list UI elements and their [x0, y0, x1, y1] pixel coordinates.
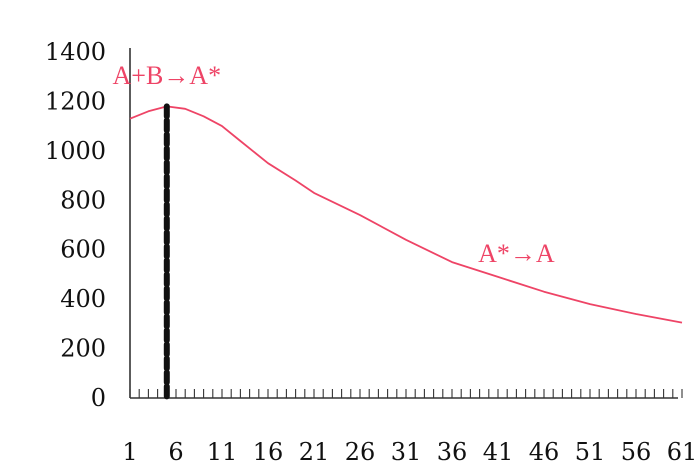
- series-layer: [129, 105, 683, 324]
- y-tick-label: 0: [91, 384, 106, 412]
- x-tick-labels: 1 6 11 16 21 26 31 36 41 46 51 56 61: [122, 438, 694, 466]
- y-tick-labels: 0 200 400 600 800 1000 1200 1400: [45, 38, 106, 412]
- y-tick-label: 400: [60, 285, 106, 313]
- reaction-annotation: A*→A: [478, 239, 555, 268]
- y-tick-label: 1200: [45, 87, 106, 115]
- x-tick-label: 56: [621, 438, 652, 466]
- x-tick-label: 26: [345, 438, 376, 466]
- x-tick-label: 21: [299, 438, 330, 466]
- y-tick-label: 200: [60, 335, 106, 363]
- y-tick-label: 1000: [45, 137, 106, 165]
- x-tick-label: 31: [391, 438, 422, 466]
- y-tick-label: 600: [60, 236, 106, 264]
- axes: [129, 48, 683, 399]
- x-tick-label: 6: [168, 438, 183, 466]
- annotation-layer: A+B→A* A*→A: [113, 61, 555, 268]
- reaction-annotation: A+B→A*: [113, 61, 222, 90]
- x-tick-label: 41: [483, 438, 514, 466]
- y-tick-label: 800: [60, 186, 106, 214]
- series-line: [129, 105, 683, 324]
- x-tick-label: 16: [253, 438, 284, 466]
- x-tick-label: 36: [437, 438, 468, 466]
- x-tick-label: 1: [122, 438, 137, 466]
- x-tick-label: 61: [667, 438, 694, 466]
- x-tick-label: 11: [207, 438, 238, 466]
- y-tick-label: 1400: [45, 38, 106, 66]
- x-tick-label: 51: [575, 438, 606, 466]
- x-tick-label: 46: [529, 438, 560, 466]
